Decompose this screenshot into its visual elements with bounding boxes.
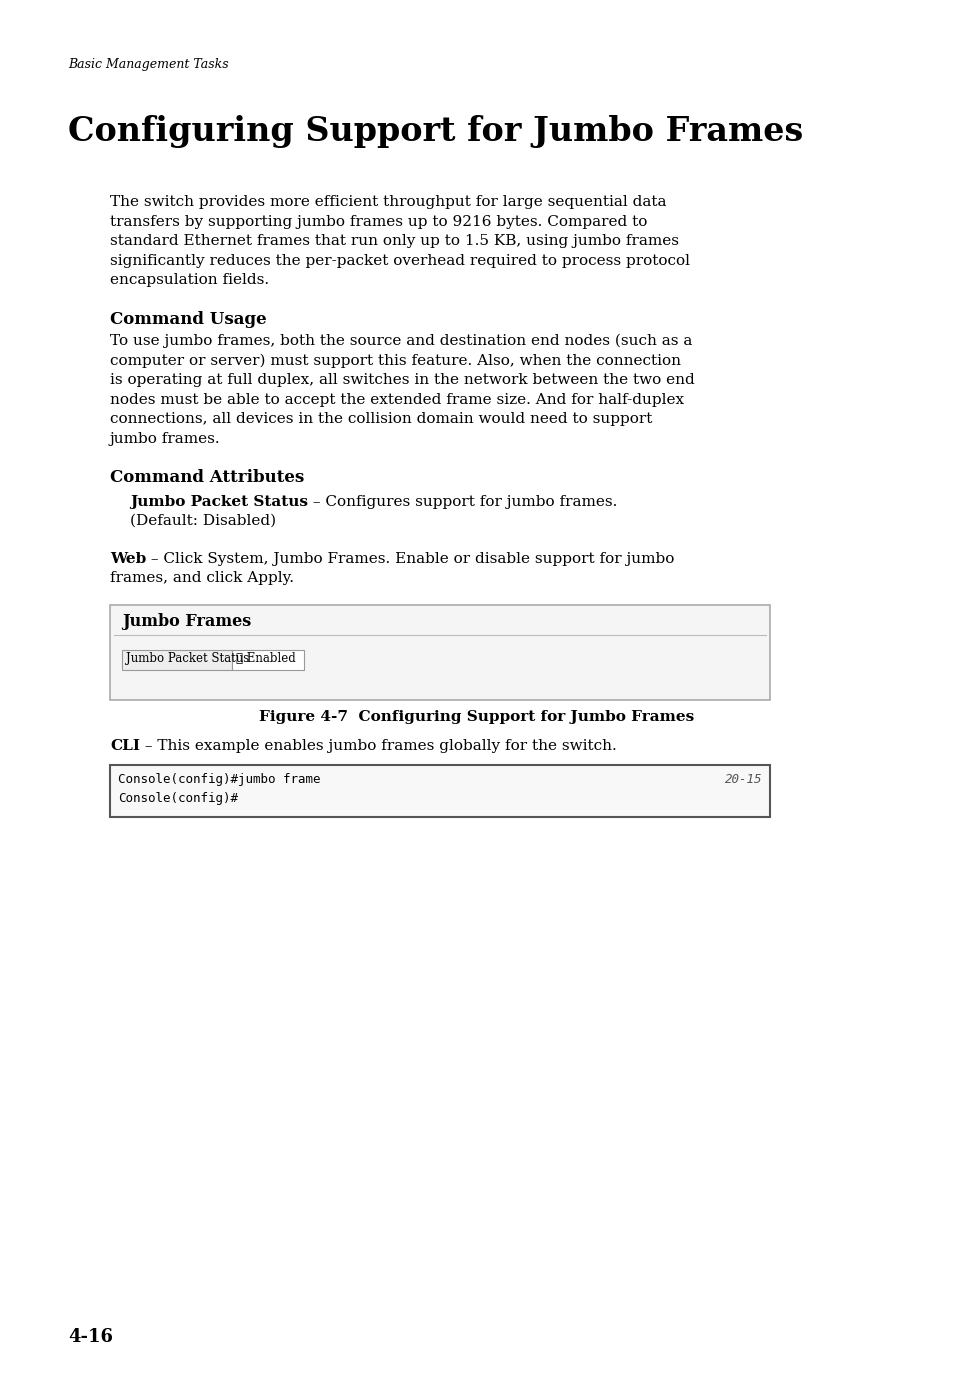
Text: computer or server) must support this feature. Also, when the connection: computer or server) must support this fe… [110,354,680,368]
Text: nodes must be able to accept the extended frame size. And for half-duplex: nodes must be able to accept the extende… [110,393,683,407]
Text: Command Usage: Command Usage [110,311,266,328]
Text: Web: Web [110,551,146,565]
Text: Figure 4-7  Configuring Support for Jumbo Frames: Figure 4-7 Configuring Support for Jumbo… [259,709,694,723]
Text: ✓ Enabled: ✓ Enabled [235,651,295,665]
Bar [232,650,304,669]
Text: is operating at full duplex, all switches in the network between the two end: is operating at full duplex, all switche… [110,373,694,387]
Text: significantly reduces the per-packet overhead required to process protocol: significantly reduces the per-packet ove… [110,254,689,268]
Text: (Default: Disabled): (Default: Disabled) [130,514,275,527]
Text: The switch provides more efficient throughput for large sequential data: The switch provides more efficient throu… [110,194,666,210]
Text: Basic Management Tasks: Basic Management Tasks [68,58,229,71]
Text: jumbo frames.: jumbo frames. [110,432,220,446]
Text: Console(config)#: Console(config)# [118,793,237,805]
Text: Console(config)#jumbo frame: Console(config)#jumbo frame [118,773,320,786]
Bar [110,605,769,700]
Text: standard Ethernet frames that run only up to 1.5 KB, using jumbo frames: standard Ethernet frames that run only u… [110,235,679,248]
Text: Jumbo Frames: Jumbo Frames [122,612,251,630]
Text: CLI: CLI [110,738,140,754]
Text: – This example enables jumbo frames globally for the switch.: – This example enables jumbo frames glob… [140,738,616,754]
Text: connections, all devices in the collision domain would need to support: connections, all devices in the collisio… [110,412,652,426]
Text: To use jumbo frames, both the source and destination end nodes (such as a: To use jumbo frames, both the source and… [110,335,692,348]
Text: 4-16: 4-16 [68,1328,112,1346]
Text: Command Attributes: Command Attributes [110,469,304,486]
Text: Jumbo Packet Status: Jumbo Packet Status [130,494,308,508]
Text: encapsulation fields.: encapsulation fields. [110,273,269,287]
Text: frames, and click Apply.: frames, and click Apply. [110,570,294,584]
Bar [110,765,769,816]
Text: 20-15: 20-15 [723,773,761,786]
Text: – Click System, Jumbo Frames. Enable or disable support for jumbo: – Click System, Jumbo Frames. Enable or … [146,551,674,565]
Text: Jumbo Packet Status: Jumbo Packet Status [126,651,249,665]
Bar [122,650,232,669]
Text: – Configures support for jumbo frames.: – Configures support for jumbo frames. [308,494,617,508]
Text: transfers by supporting jumbo frames up to 9216 bytes. Compared to: transfers by supporting jumbo frames up … [110,215,647,229]
Text: Configuring Support for Jumbo Frames: Configuring Support for Jumbo Frames [68,115,802,149]
